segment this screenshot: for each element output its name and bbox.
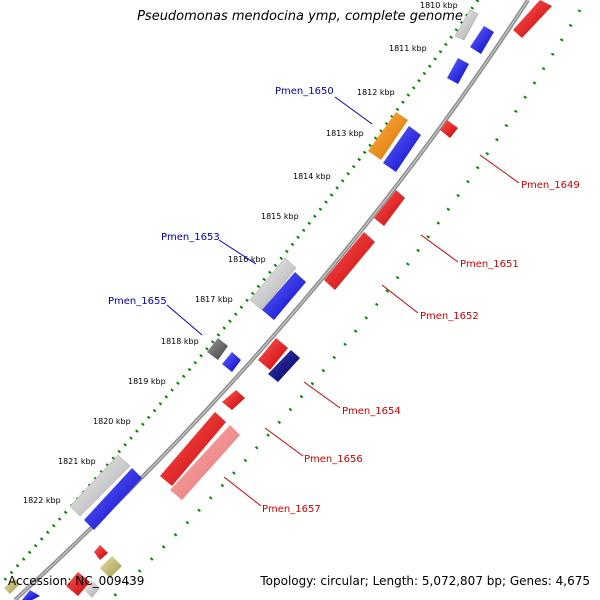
gene-label-pmen-1652[interactable]: Pmen_1652 bbox=[420, 311, 479, 322]
gene-feature[interactable] bbox=[84, 580, 100, 598]
tick-label: 1815 kbp bbox=[261, 212, 299, 221]
gene-feature-pmen-1657[interactable] bbox=[170, 425, 240, 500]
gene-feature-pmen-1654[interactable] bbox=[268, 350, 300, 382]
gene-feature-pmen-1652[interactable] bbox=[258, 338, 288, 370]
label-leaders bbox=[166, 96, 520, 507]
gene-feature[interactable] bbox=[84, 468, 142, 530]
gene-feature[interactable] bbox=[383, 126, 421, 172]
tick-label: 1810 kbp bbox=[420, 1, 458, 10]
tick-label: 1822 kbp bbox=[23, 496, 61, 505]
gene-feature-pmen-1651[interactable] bbox=[324, 232, 375, 290]
gene-feature[interactable] bbox=[22, 590, 40, 600]
gene-feature[interactable] bbox=[374, 190, 405, 226]
gene-label-pmen-1653[interactable]: Pmen_1653 bbox=[161, 232, 220, 243]
tick-label: 1812 kbp bbox=[357, 88, 395, 97]
gene-feature[interactable] bbox=[69, 454, 131, 517]
tick-label: 1816 kbp bbox=[228, 255, 266, 264]
gene-feature[interactable] bbox=[94, 545, 108, 560]
gene-label-pmen-1657[interactable]: Pmen_1657 bbox=[262, 504, 321, 515]
genome-info-text: Topology: circular; Length: 5,072,807 bp… bbox=[260, 574, 590, 588]
tick-label: 1821 kbp bbox=[58, 457, 96, 466]
gene-label-pmen-1655[interactable]: Pmen_1655 bbox=[108, 296, 167, 307]
map-title: Pseudomonas mendocina ymp, complete geno… bbox=[137, 9, 463, 24]
reverse-strand-features bbox=[22, 0, 552, 600]
gene-feature-pmen-1649[interactable] bbox=[440, 120, 458, 138]
gene-feature[interactable] bbox=[513, 0, 552, 38]
forward-strand-features bbox=[4, 9, 494, 594]
gene-feature[interactable] bbox=[470, 26, 494, 54]
tick-label: 1820 kbp bbox=[93, 417, 131, 426]
gene-feature[interactable] bbox=[222, 390, 245, 410]
kbp-tick-labels: 1810 kbp 1811 kbp 1812 kbp 1813 kbp 1814… bbox=[23, 1, 458, 505]
gene-label-pmen-1649[interactable]: Pmen_1649 bbox=[521, 180, 580, 191]
gene-label-pmen-1654[interactable]: Pmen_1654 bbox=[342, 406, 401, 417]
gene-feature[interactable] bbox=[447, 58, 469, 84]
tick-label: 1811 kbp bbox=[389, 44, 427, 53]
gene-feature[interactable] bbox=[4, 578, 20, 594]
accession-text: Accession: NC_009439 bbox=[8, 574, 145, 588]
gene-feature-pmen-1655[interactable] bbox=[207, 338, 228, 360]
gene-feature-pmen-1650[interactable] bbox=[368, 112, 408, 160]
tick-label: 1818 kbp bbox=[161, 337, 199, 346]
gene-feature-pmen-1656[interactable] bbox=[160, 412, 226, 486]
gene-label-pmen-1650[interactable]: Pmen_1650 bbox=[275, 86, 334, 97]
inner-tick-track bbox=[108, 9, 582, 600]
gene-feature[interactable] bbox=[262, 272, 306, 320]
gene-label-pmen-1656[interactable]: Pmen_1656 bbox=[304, 454, 363, 465]
tick-label: 1814 kbp bbox=[293, 172, 331, 181]
outer-tick-track bbox=[0, 0, 480, 587]
gene-label-pmen-1651[interactable]: Pmen_1651 bbox=[460, 259, 519, 270]
gene-labels: Pmen_1650 Pmen_1653 Pmen_1655 Pmen_1649 … bbox=[108, 86, 580, 515]
gene-feature[interactable] bbox=[100, 556, 122, 578]
tick-label: 1817 kbp bbox=[195, 295, 233, 304]
gene-feature[interactable] bbox=[222, 352, 241, 372]
gene-feature[interactable] bbox=[66, 572, 90, 596]
tick-label: 1819 kbp bbox=[128, 377, 166, 386]
gene-feature[interactable] bbox=[454, 9, 479, 41]
tick-label: 1813 kbp bbox=[326, 129, 364, 138]
